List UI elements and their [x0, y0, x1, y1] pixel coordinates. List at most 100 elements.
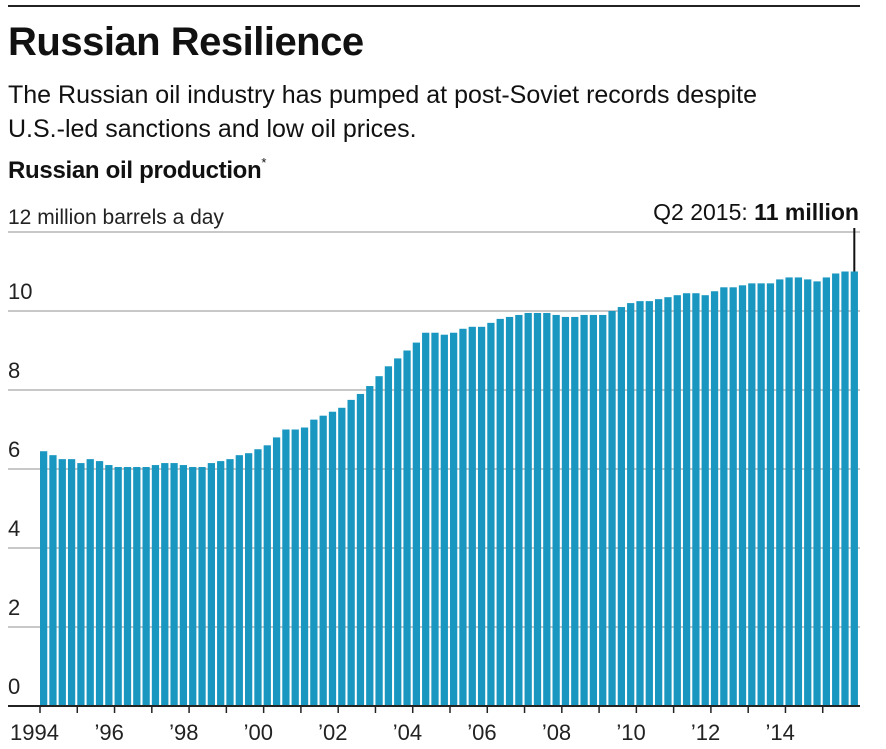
bar [468, 326, 476, 706]
bar [599, 314, 607, 706]
subtitle: The Russian oil industry has pumped at p… [8, 81, 757, 143]
x-tick-label: 1994 [10, 720, 59, 745]
x-tick-label: ’04 [393, 720, 422, 745]
bar [105, 465, 113, 706]
bar [207, 463, 215, 706]
bar [217, 461, 225, 706]
bar [533, 312, 542, 706]
bar [133, 467, 141, 706]
bar [496, 318, 504, 706]
bar [95, 461, 104, 706]
bar [543, 312, 551, 706]
y-tick-label: 10 [8, 279, 32, 304]
bar [394, 358, 402, 706]
bar [179, 465, 188, 706]
bar [822, 277, 830, 706]
y-tick-label: 2 [8, 595, 20, 620]
bar [366, 386, 374, 706]
bar [67, 459, 76, 707]
bar [263, 445, 271, 706]
x-tick-label: ’14 [765, 720, 794, 745]
bar [515, 314, 523, 706]
bar [832, 273, 840, 706]
bar [198, 467, 206, 706]
bar [636, 301, 644, 707]
bar [664, 297, 672, 706]
bar [757, 283, 765, 706]
bar [245, 453, 253, 706]
chart-title-text: Russian oil production [8, 157, 262, 184]
bars [40, 271, 858, 707]
bar [552, 314, 560, 706]
bar [272, 437, 281, 706]
bar [235, 455, 243, 706]
bar [701, 295, 709, 706]
bar [319, 415, 327, 706]
bar [440, 334, 448, 706]
chart-title: Russian oil production* [8, 155, 267, 185]
bar [505, 316, 514, 706]
bar [748, 283, 756, 706]
x-tick-label: ’02 [318, 720, 347, 745]
x-tick-label: ’10 [616, 720, 645, 745]
x-tick-label: ’96 [95, 720, 124, 745]
bar [589, 314, 598, 706]
y-axis-labels: 0 2 4 6 8 10 12 million barrels a day [8, 206, 224, 699]
bar [655, 299, 663, 706]
x-tick-label: ’12 [691, 720, 720, 745]
x-tick-label: ’06 [467, 720, 496, 745]
bar [170, 463, 178, 706]
bar [776, 279, 784, 706]
bar [524, 312, 532, 706]
bar [580, 314, 588, 706]
bar [77, 463, 85, 706]
y-tick-label: 0 [8, 674, 20, 699]
bar [114, 467, 122, 706]
bar [338, 407, 346, 706]
y-tick-label: 8 [8, 358, 20, 383]
page-title: Russian Resilience [8, 20, 364, 64]
bar [328, 411, 337, 706]
x-tick-label: ’00 [244, 720, 273, 745]
annotation-period: Q2 2015: [653, 199, 754, 225]
bar [682, 293, 691, 706]
bar [627, 303, 635, 706]
bar [282, 429, 290, 706]
bar [356, 393, 365, 706]
bar [766, 283, 775, 706]
bar [58, 459, 66, 707]
bar [608, 311, 616, 706]
bar [310, 419, 318, 707]
bar [477, 326, 486, 706]
bar [813, 281, 821, 707]
bar [412, 342, 420, 706]
y-tick-label: 4 [8, 516, 20, 541]
bar [487, 322, 495, 706]
annotation-value: 11 million [754, 199, 859, 225]
annotation: Q2 2015: 11 million [653, 199, 859, 272]
bar [40, 451, 48, 706]
bar [49, 455, 57, 706]
bar [804, 279, 812, 706]
bar [720, 287, 728, 706]
bar [459, 328, 467, 706]
bar [692, 293, 700, 706]
top-rule [8, 5, 860, 7]
footnote-marker: * [261, 155, 267, 170]
bar [729, 287, 737, 706]
bar [151, 465, 160, 706]
y-tick-label: 6 [8, 437, 20, 462]
bar [291, 429, 299, 706]
bar [189, 467, 197, 706]
bar [571, 316, 579, 706]
bar [123, 467, 132, 706]
bar [450, 332, 458, 706]
bar [850, 271, 858, 706]
bar [785, 277, 793, 706]
bar [673, 295, 681, 706]
bar [617, 307, 625, 706]
bar [431, 332, 439, 706]
bar [645, 301, 653, 707]
bar [347, 399, 355, 707]
